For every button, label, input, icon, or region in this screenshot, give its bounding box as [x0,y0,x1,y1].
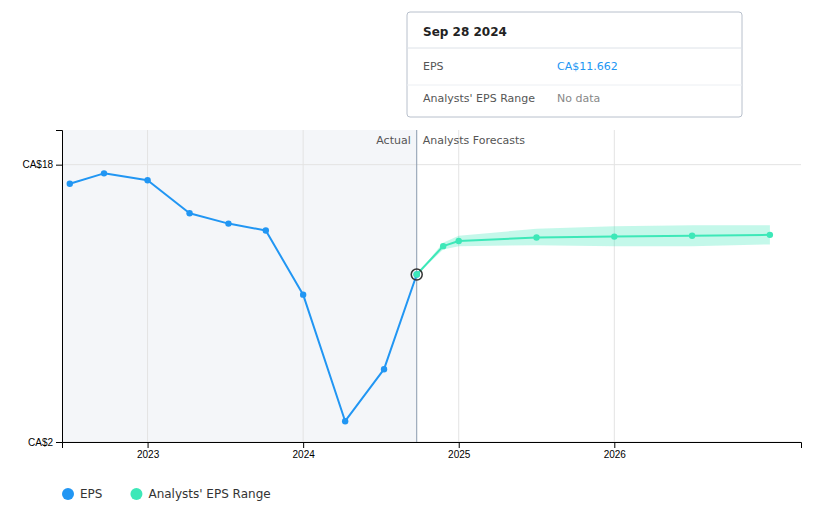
tooltip-row-label: Analysts' EPS Range [423,92,535,105]
x-tick-mark [459,442,460,448]
series-point [611,233,617,239]
tooltip-row-label: EPS [423,60,444,73]
highlight-point [411,269,422,280]
x-tick: 2026 [604,442,627,460]
y-axis-line [56,131,63,443]
x-tick-mark [148,442,149,448]
x-tick-mark [303,442,304,448]
series-point [456,238,462,244]
x-tick-label: 2024 [293,449,316,460]
x-tick-label: 2023 [137,449,160,460]
tooltip-row-value: CA$11.662 [557,60,618,73]
series-point [186,210,192,216]
annotation-label: Analysts Forecasts [423,134,526,147]
x-tick: 2024 [293,442,316,460]
series-point [144,177,150,183]
series-point [767,232,773,238]
tooltip: Sep 28 2024 EPS CA$11.662 Analysts' EPS Ran… [407,12,742,117]
series-line [417,235,770,275]
tooltip-row-value: No data [557,92,600,105]
divider-line [416,130,417,442]
series-point [381,366,387,372]
marks [67,130,774,442]
chart: 2023 2024 2025 2026 CA$2 CA$18 Actual Analysts … [0,0,821,520]
annotation-label: Actual [376,134,410,147]
grid-line-x [147,130,148,442]
tooltip-separator [407,48,742,49]
series-point [101,170,107,176]
plot: 2023 2024 2025 2026 CA$2 CA$18 Actual Analysts … [22,130,801,460]
y-tick-label: CA$18 [22,159,53,170]
x-tick: 2025 [448,442,471,460]
x-axis-line [63,443,802,449]
series-point [414,271,420,277]
x-axis: 2023 2024 2025 2026 [63,442,802,460]
series-point [67,181,73,187]
legend: EPS Analysts' EPS Range [62,487,271,501]
x-tick-label: 2025 [448,449,471,460]
legend-label: EPS [80,487,102,501]
series-point [342,418,348,424]
tooltip-separator [407,85,742,86]
legend-item: EPS [62,487,102,501]
grid-line-x [458,130,459,442]
legend-swatch [130,488,142,500]
y-tick-mark [56,165,62,166]
legend-item: Analysts' EPS Range [130,487,270,501]
y-tick-label: CA$2 [28,437,53,448]
tooltip-title: Sep 28 2024 [423,25,507,39]
plot-background [62,130,417,442]
series-point [263,227,269,233]
series-line [70,173,417,421]
series-point [414,271,420,277]
x-tick-mark [614,442,615,448]
grid-line-x [614,130,615,442]
legend-swatch [62,488,74,500]
y-tick: CA$18 [22,159,62,170]
series-point [689,233,695,239]
grid-line-y [62,164,801,165]
actual-region [62,130,417,442]
grid [62,130,801,442]
y-axis: CA$2 CA$18 [22,131,62,448]
tooltip-box [407,12,742,117]
series-point [225,220,231,226]
series-point [533,234,539,240]
y-tick: CA$2 [28,437,62,448]
y-tick-mark [56,442,62,443]
x-tick-label: 2026 [604,449,627,460]
grid-line-x [303,130,304,442]
series-point [440,243,446,249]
series-point [300,291,306,297]
legend-label: Analysts' EPS Range [148,487,270,501]
x-tick: 2023 [137,442,160,460]
range-band [417,225,770,274]
